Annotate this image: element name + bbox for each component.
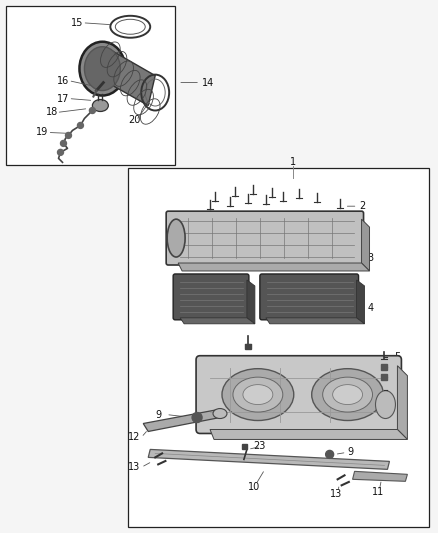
- Bar: [6, 6, 175, 165]
- Polygon shape: [353, 471, 407, 481]
- Text: 13: 13: [330, 489, 342, 499]
- Text: 12: 12: [128, 432, 140, 442]
- Ellipse shape: [243, 385, 273, 405]
- Text: 8: 8: [395, 385, 401, 394]
- Ellipse shape: [167, 219, 185, 257]
- Circle shape: [326, 450, 334, 458]
- Text: 1: 1: [290, 157, 296, 167]
- Text: 18: 18: [46, 108, 58, 117]
- Text: 15: 15: [71, 18, 83, 28]
- Circle shape: [57, 149, 64, 155]
- Text: 10: 10: [248, 482, 260, 492]
- Text: 13: 13: [128, 462, 140, 472]
- Ellipse shape: [375, 391, 396, 418]
- Polygon shape: [148, 449, 389, 470]
- Circle shape: [60, 140, 67, 147]
- Text: 2: 2: [360, 201, 366, 211]
- Circle shape: [66, 132, 71, 139]
- Circle shape: [192, 413, 202, 423]
- Text: 14: 14: [202, 78, 214, 87]
- Bar: [242, 445, 247, 449]
- Text: 9: 9: [155, 409, 161, 419]
- Bar: [381, 374, 388, 379]
- FancyBboxPatch shape: [196, 356, 401, 433]
- Polygon shape: [397, 366, 407, 439]
- Text: 7: 7: [395, 372, 401, 382]
- Text: 3: 3: [367, 253, 374, 263]
- Text: 9: 9: [348, 447, 354, 457]
- Polygon shape: [266, 318, 364, 324]
- Ellipse shape: [222, 369, 294, 421]
- Text: 4: 4: [367, 303, 374, 313]
- Bar: [381, 364, 388, 370]
- Polygon shape: [100, 49, 155, 106]
- Polygon shape: [178, 263, 370, 271]
- FancyBboxPatch shape: [166, 211, 364, 265]
- Text: 11: 11: [371, 487, 384, 497]
- Circle shape: [89, 108, 95, 114]
- Bar: [245, 344, 251, 349]
- Ellipse shape: [85, 47, 120, 91]
- Polygon shape: [180, 318, 255, 324]
- Text: 17: 17: [57, 93, 69, 103]
- Polygon shape: [143, 409, 220, 432]
- Text: 6: 6: [395, 362, 401, 372]
- Polygon shape: [361, 219, 370, 271]
- Circle shape: [78, 123, 83, 128]
- Ellipse shape: [323, 377, 372, 412]
- Ellipse shape: [233, 377, 283, 412]
- Polygon shape: [357, 280, 364, 324]
- Ellipse shape: [213, 409, 227, 418]
- Polygon shape: [210, 430, 407, 439]
- FancyBboxPatch shape: [173, 274, 249, 320]
- Ellipse shape: [332, 385, 363, 405]
- Polygon shape: [247, 280, 255, 324]
- Text: 16: 16: [57, 76, 69, 86]
- Ellipse shape: [312, 369, 384, 421]
- FancyBboxPatch shape: [260, 274, 359, 320]
- Text: 20: 20: [128, 116, 141, 125]
- Bar: [128, 168, 429, 527]
- Text: 5: 5: [395, 352, 401, 362]
- Text: 19: 19: [35, 127, 48, 138]
- Ellipse shape: [79, 42, 125, 95]
- Text: 23: 23: [253, 441, 265, 451]
- Ellipse shape: [92, 100, 108, 111]
